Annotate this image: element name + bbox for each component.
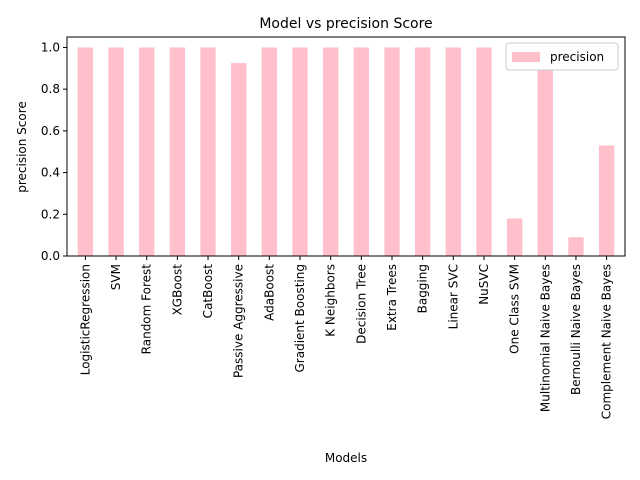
bar-8	[323, 47, 339, 256]
x-tick-label-10: Extra Trees	[385, 264, 399, 331]
y-tick-label-2: 0.4	[41, 166, 60, 180]
x-tick-label-15: Multinomial Naive Bayes	[538, 264, 552, 412]
x-tick-label-6: AdaBoost	[262, 264, 276, 321]
y-tick-label-1: 0.2	[41, 207, 60, 221]
legend-swatch	[512, 52, 540, 62]
y-tick-label-4: 0.8	[41, 82, 60, 96]
bar-2	[139, 47, 155, 256]
bar-5	[231, 63, 247, 257]
x-tick-label-2: Random Forest	[140, 264, 154, 355]
x-axis-label: Models	[325, 451, 367, 465]
x-tick-label-0: LogisticRegression	[78, 264, 92, 375]
bar-1	[108, 47, 124, 256]
bars-group	[77, 47, 615, 257]
bar-6	[261, 47, 278, 256]
bar-0	[77, 47, 94, 256]
plot-frame	[66, 36, 626, 257]
bar-4	[200, 47, 216, 256]
bar-9	[353, 47, 369, 256]
y-axis: 0.0 0.2 0.4 0.6 0.8 1.0	[41, 40, 67, 263]
legend: precision	[505, 42, 619, 71]
x-tick-label-5: Passive Aggressive	[232, 264, 246, 378]
x-tick-label-12: Linear SVC	[446, 264, 460, 329]
x-axis: LogisticRegression SVM Random Forest XGBoos…	[78, 256, 614, 419]
y-axis-label: precision Score	[15, 101, 29, 193]
x-tick-label-1: SVM	[109, 264, 123, 290]
x-tick-label-9: Decision Tree	[354, 264, 368, 344]
bar-13	[476, 47, 492, 256]
bar-12	[445, 47, 461, 256]
bar-3	[169, 47, 186, 256]
bar-15	[537, 66, 553, 256]
y-tick-label-5: 1.0	[41, 40, 60, 54]
x-tick-label-14: One Class SVM	[508, 264, 522, 354]
bar-16	[568, 237, 584, 256]
x-tick-label-8: K Neighbors	[324, 264, 338, 337]
y-tick-label-0: 0.0	[41, 249, 60, 263]
legend-box	[505, 42, 619, 71]
x-tick-label-17: Complement Naive Bayes	[600, 264, 614, 419]
legend-label: precision	[550, 50, 604, 64]
bar-7	[292, 47, 308, 256]
x-tick-label-16: Bernoulli Naive Bayes	[569, 264, 583, 395]
x-tick-label-7: Gradient Boosting	[293, 264, 307, 372]
x-tick-label-3: XGBoost	[170, 264, 184, 316]
bar-10	[384, 47, 400, 256]
bar-14	[506, 218, 523, 256]
x-tick-label-13: NuSVC	[477, 264, 491, 305]
y-tick-label-3: 0.6	[41, 124, 60, 138]
bar-17	[598, 145, 615, 256]
bar-11	[414, 47, 431, 256]
x-tick-label-11: Bagging	[416, 264, 430, 313]
x-tick-label-4: CatBoost	[201, 264, 215, 319]
chart-title: Model vs precision Score	[259, 16, 432, 32]
